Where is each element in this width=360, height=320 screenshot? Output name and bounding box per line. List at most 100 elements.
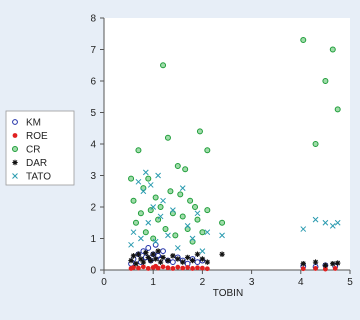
data-point-dar bbox=[157, 259, 164, 265]
data-point-cr bbox=[145, 175, 152, 182]
data-point-roe bbox=[155, 265, 161, 271]
data-point-cr bbox=[174, 163, 181, 170]
data-point-roe bbox=[204, 266, 210, 272]
data-point-dar bbox=[138, 256, 144, 262]
y-tick-label: 3 bbox=[90, 171, 96, 182]
data-point-cr bbox=[194, 216, 201, 223]
data-point-cr bbox=[162, 226, 169, 233]
data-point-roe bbox=[180, 265, 186, 271]
data-point-cr bbox=[157, 204, 164, 210]
y-tick-label: 5 bbox=[90, 108, 96, 119]
data-point-cr bbox=[199, 229, 206, 236]
data-point-cr bbox=[137, 210, 144, 217]
data-point-tato bbox=[155, 172, 161, 179]
data-point-roe bbox=[323, 266, 328, 272]
data-point-tato bbox=[334, 219, 341, 226]
x-tick-label: 2 bbox=[200, 277, 206, 288]
data-point-cr bbox=[322, 78, 329, 84]
data-point-tato bbox=[300, 226, 307, 232]
data-point-cr bbox=[196, 128, 203, 135]
data-point-roe bbox=[145, 266, 151, 271]
series-cr bbox=[128, 37, 341, 245]
x-tick-label: 5 bbox=[347, 277, 353, 288]
x-ticks: 0 1 2 3 4 5 bbox=[101, 270, 353, 288]
data-point-dar bbox=[322, 262, 329, 268]
data-point-cr bbox=[160, 62, 167, 69]
data-point-cr bbox=[152, 194, 159, 201]
x-tick-label: 1 bbox=[150, 277, 156, 288]
data-point-roe bbox=[195, 265, 200, 271]
y-tick-label: 4 bbox=[90, 140, 96, 151]
data-point-tato bbox=[322, 219, 329, 226]
data-point-cr bbox=[219, 219, 226, 226]
data-point-tato bbox=[147, 182, 154, 188]
data-point-cr bbox=[204, 207, 211, 214]
data-point-cr bbox=[334, 106, 341, 113]
data-point-roe bbox=[300, 266, 306, 272]
data-point-tato bbox=[174, 245, 181, 251]
series-roe bbox=[128, 263, 338, 272]
data-point-dar bbox=[194, 251, 201, 257]
data-point-dar bbox=[150, 251, 156, 257]
x-tick-label: 3 bbox=[249, 277, 255, 288]
legend-marker-km bbox=[12, 119, 18, 125]
data-point-tato bbox=[130, 229, 137, 236]
data-point-tato bbox=[184, 223, 191, 229]
data-point-roe bbox=[200, 265, 205, 271]
data-point-cr bbox=[177, 191, 184, 198]
data-point-dar bbox=[330, 261, 336, 267]
y-tick-label: 0 bbox=[90, 266, 96, 277]
data-point-dar bbox=[145, 254, 151, 261]
data-point-cr bbox=[132, 219, 139, 226]
data-point-dar bbox=[133, 261, 139, 267]
series-tato bbox=[128, 169, 341, 254]
legend-label-tato: TATO bbox=[26, 172, 51, 183]
data-point-dar bbox=[148, 257, 154, 264]
data-point-tato bbox=[170, 207, 176, 214]
y-tick-label: 1 bbox=[90, 234, 96, 245]
data-point-cr bbox=[182, 166, 189, 173]
data-point-tato bbox=[160, 197, 166, 204]
data-points bbox=[128, 37, 341, 272]
data-point-roe bbox=[160, 264, 166, 270]
data-point-cr bbox=[130, 197, 137, 204]
data-point-dar bbox=[128, 257, 134, 264]
data-point-km bbox=[169, 259, 176, 266]
data-point-dar bbox=[140, 259, 147, 265]
legend-label-roe: ROE bbox=[26, 131, 48, 142]
y-tick-label: 8 bbox=[90, 14, 96, 25]
data-point-cr bbox=[204, 147, 211, 154]
data-point-cr bbox=[164, 134, 171, 141]
data-point-dar bbox=[143, 249, 149, 256]
data-point-dar bbox=[189, 257, 196, 264]
data-point-dar bbox=[219, 251, 225, 257]
data-point-tato bbox=[329, 223, 336, 229]
data-point-cr bbox=[187, 197, 194, 204]
data-point-dar bbox=[130, 253, 137, 259]
data-point-tato bbox=[135, 178, 142, 185]
legend-label-dar: DAR bbox=[26, 158, 47, 169]
data-point-cr bbox=[329, 46, 336, 53]
x-axis-label: TOBIN bbox=[213, 288, 243, 299]
x-tick-label: 4 bbox=[298, 277, 304, 288]
data-point-roe bbox=[185, 265, 191, 270]
legend-marker-roe bbox=[12, 133, 18, 138]
legend: KM ROE CR DAR TATO bbox=[5, 110, 75, 186]
y-tick-label: 2 bbox=[90, 203, 96, 214]
data-point-cr bbox=[300, 37, 307, 44]
data-point-dar bbox=[199, 256, 206, 262]
data-point-roe bbox=[165, 265, 171, 271]
data-point-tato bbox=[150, 204, 157, 210]
data-point-dar bbox=[184, 254, 191, 261]
data-point-roe bbox=[313, 266, 318, 271]
data-point-dar bbox=[180, 259, 186, 265]
data-point-tato bbox=[152, 238, 159, 245]
data-point-roe bbox=[140, 264, 146, 270]
data-point-dar bbox=[204, 259, 211, 265]
data-point-roe bbox=[332, 266, 338, 271]
data-point-dar bbox=[175, 256, 181, 262]
legend-label-km: KM bbox=[26, 118, 41, 129]
data-point-roe bbox=[170, 266, 176, 271]
data-point-dar bbox=[335, 260, 341, 266]
data-point-tato bbox=[199, 248, 206, 254]
